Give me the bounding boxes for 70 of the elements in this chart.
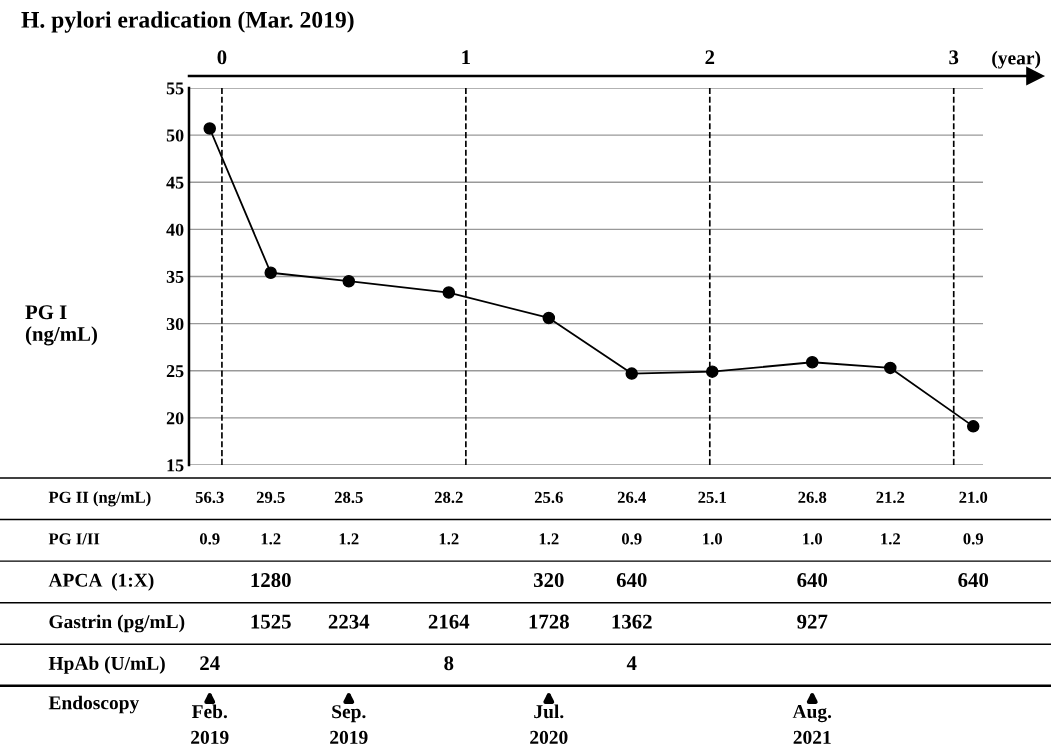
text: 2234 [328, 614, 370, 629]
y-tick-label: 15 [167, 459, 184, 472]
text: Feb. 2019 [191, 704, 229, 744]
y-tick-label: 50 [166, 129, 184, 142]
y-tick-label: 45 [166, 176, 184, 189]
text: 0.9 [621, 533, 642, 545]
text: 24 [200, 656, 220, 671]
text: Sep. 2019 [330, 705, 368, 744]
text: 320 [533, 573, 564, 588]
text: 640 [797, 573, 828, 588]
x-tick-label: 0 [217, 50, 227, 65]
text: 1280 [251, 573, 291, 588]
text: 8 [444, 656, 454, 671]
text: 640 [616, 573, 647, 588]
text: 56.3 [195, 491, 224, 504]
chart-title: H. pylori eradication (Mar. 2019) [21, 11, 354, 33]
text: 640 [958, 573, 989, 588]
x-tick-label: 2 [705, 50, 715, 65]
text: 0.9 [199, 533, 220, 545]
point [625, 367, 638, 380]
category-label: Endoscopy [48, 695, 140, 714]
text: 28.5 [334, 491, 363, 504]
category-label: Gastrin (pg/mL) [49, 614, 185, 633]
text: 4 [626, 656, 637, 671]
point [966, 420, 980, 433]
y-tick-label: 55 [166, 82, 184, 95]
category-label: HpAb (U/mL) [48, 656, 165, 674]
x-tick-label: 3 [949, 50, 959, 65]
y-tick-label: 35 [166, 270, 184, 283]
y-tick-label: 30 [166, 317, 184, 331]
text: 29.5 [256, 491, 285, 504]
point [442, 286, 456, 299]
text: 26.8 [798, 491, 827, 504]
text: 1525 [251, 614, 291, 629]
text: 1.2 [339, 533, 359, 545]
point [805, 356, 819, 369]
text: 1.0 [803, 533, 823, 545]
text: 927 [797, 614, 828, 629]
text: 1.2 [881, 533, 901, 545]
y-tick-label: 20 [166, 412, 184, 425]
text: 2164 [428, 614, 470, 629]
text: 28.2 [434, 491, 463, 504]
text: 1.0 [703, 533, 723, 545]
x-tick-label: 1 [462, 50, 470, 65]
text: 0.9 [963, 533, 984, 545]
category-label: APCA (1:X) [48, 573, 154, 591]
point [884, 361, 897, 375]
point [264, 266, 277, 279]
category-label: PG I/II [48, 533, 100, 545]
category-label: PG II (ng/mL) [48, 491, 151, 507]
text: Jul. 2020 [530, 704, 568, 744]
text: 1362 [612, 614, 652, 629]
point [542, 311, 556, 325]
point [203, 122, 216, 135]
text: 21.0 [959, 491, 988, 504]
point [705, 365, 719, 378]
text: 25.6 [534, 491, 563, 504]
text: 25.1 [698, 491, 726, 504]
y-axis-title: PG I (ng/mL) [25, 305, 97, 346]
text: 1728 [529, 614, 569, 629]
y-tick-label: 25 [166, 365, 184, 378]
text: 21.2 [876, 491, 905, 504]
text: 1.2 [439, 533, 459, 545]
text: 1.2 [539, 533, 559, 545]
text: 26.4 [617, 491, 647, 504]
y-tick-label: 40 [166, 223, 184, 236]
point [342, 274, 356, 288]
text: Aug. 2021 [792, 705, 832, 744]
text: 1.2 [261, 533, 281, 545]
x-axis-title: (year) [992, 50, 1041, 69]
